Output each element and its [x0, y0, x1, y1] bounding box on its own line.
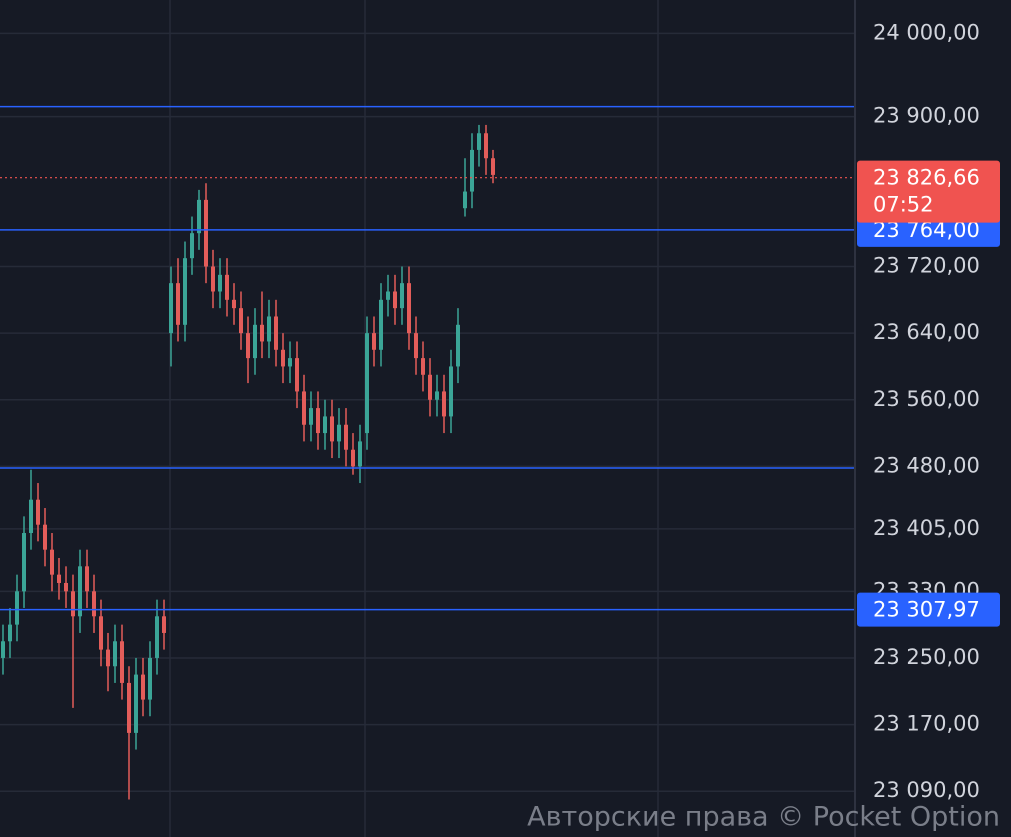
candle-body [218, 274, 222, 292]
candle-body [449, 366, 453, 417]
candle-body [365, 333, 369, 434]
candle-body [330, 416, 334, 442]
candle-body [435, 391, 439, 400]
y-tick-label: 23 560,00 [873, 387, 980, 411]
candle-body [239, 308, 243, 334]
candle-body [232, 299, 236, 309]
candle-body [323, 416, 327, 434]
countdown-timer: 07:52 [873, 193, 934, 217]
level-tag [857, 592, 1000, 627]
candle-body [393, 291, 397, 309]
candle-body [50, 549, 54, 575]
candle-body [1, 641, 5, 658]
candle-body [197, 199, 201, 234]
y-tick-label: 23 720,00 [873, 254, 980, 278]
candle-body [379, 299, 383, 350]
candle-body [302, 391, 306, 425]
candle-body [442, 391, 446, 417]
candle-body [29, 499, 33, 534]
y-tick-label: 23 405,00 [873, 516, 980, 540]
candle-body [414, 333, 418, 359]
candle-body [127, 682, 131, 733]
candle-body [113, 641, 117, 667]
candle-body [316, 408, 320, 434]
candle-body [386, 291, 390, 300]
candle-body [71, 591, 75, 617]
candle-body [169, 283, 173, 334]
candle-body [295, 358, 299, 392]
candle-body [85, 566, 89, 592]
y-tick-label: 23 900,00 [873, 104, 980, 128]
candle-body [64, 582, 68, 592]
candle-body [120, 641, 124, 683]
candle-body [344, 424, 348, 450]
candle-body [92, 591, 96, 617]
candle-body [463, 191, 467, 209]
candle-body [288, 358, 292, 367]
candle-body [148, 657, 152, 700]
y-tick-label: 23 090,00 [873, 778, 980, 802]
y-tick-label: 24 000,00 [873, 20, 980, 44]
candle-body [260, 324, 264, 342]
candle-body [134, 674, 138, 733]
candle-body [36, 499, 40, 525]
y-tick-label: 23 640,00 [873, 320, 980, 344]
candle-body [253, 324, 257, 359]
candle-body [155, 616, 159, 658]
y-tick-label: 23 480,00 [873, 453, 980, 477]
candle-body [421, 358, 425, 375]
candle-body [78, 566, 82, 617]
candle-body [281, 349, 285, 367]
current-price-tag [857, 160, 1000, 223]
candle-body [470, 149, 474, 192]
candle-body [274, 316, 278, 350]
candle-body [15, 591, 19, 625]
watermark: Авторские права © Pocket Option [527, 802, 1000, 833]
candle-body [106, 649, 110, 667]
candle-body [477, 133, 481, 150]
candle-body [309, 408, 313, 425]
y-tick-label: 23 170,00 [873, 712, 980, 736]
candle-body [428, 374, 432, 400]
candle-body [267, 316, 271, 342]
level-tag-label: 23 307,97 [873, 598, 980, 622]
candle-body [337, 424, 341, 442]
candle-body [407, 283, 411, 334]
candle-body [43, 524, 47, 550]
candle-body [204, 199, 208, 267]
candle-body [162, 616, 166, 633]
candle-body [211, 266, 215, 292]
candle-body [491, 158, 495, 175]
candle-body [8, 624, 12, 642]
candle-body [351, 449, 355, 467]
candle-body [400, 283, 404, 309]
candle-body [246, 333, 250, 359]
candle-body [176, 283, 180, 325]
candle-body [225, 274, 229, 300]
candle-body [372, 333, 376, 350]
candle-body [22, 533, 26, 592]
candle-body [358, 441, 362, 467]
current-price-label: 23 826,66 [873, 166, 980, 190]
candle-body [57, 574, 61, 583]
candle-body [183, 258, 187, 325]
candle-body [99, 616, 103, 650]
candle-body [190, 233, 194, 259]
candle-body [456, 324, 460, 367]
candle-body [484, 133, 488, 159]
candle-body [141, 674, 145, 700]
y-tick-label: 23 250,00 [873, 645, 980, 669]
